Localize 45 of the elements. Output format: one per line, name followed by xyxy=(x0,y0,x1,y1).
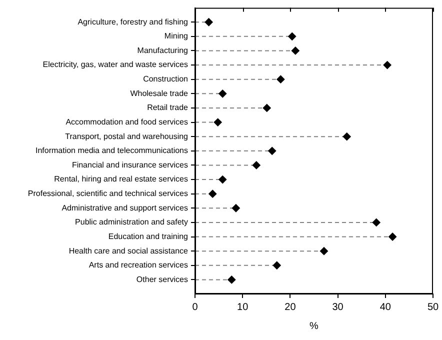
point xyxy=(372,218,380,226)
y-tick-label: Construction xyxy=(143,74,188,84)
point xyxy=(232,204,240,212)
point xyxy=(288,32,296,40)
point xyxy=(388,232,397,241)
y-tick-label: Agriculture, forestry and fishing xyxy=(78,17,188,26)
point xyxy=(383,61,392,70)
y-tick-label: Administrative and support services xyxy=(62,203,188,212)
point xyxy=(262,104,271,112)
point xyxy=(204,18,213,26)
y-tick-label: Electricity, gas, water and waste services xyxy=(42,60,188,70)
y-tick-label: Education and training xyxy=(108,232,188,241)
x-tick-label: 20 xyxy=(284,302,296,313)
y-tick-label: Public administration and safety xyxy=(75,218,188,227)
x-axis-title: % xyxy=(310,320,319,332)
x-tick-label: 40 xyxy=(380,302,392,313)
y-tick-label: Transport, postal and warehousing xyxy=(65,132,188,141)
x-tick-label: 50 xyxy=(427,302,439,313)
point xyxy=(291,46,300,55)
y-tick-label: Rental, hiring and real estate services xyxy=(54,174,188,184)
point xyxy=(268,146,276,155)
y-tick-label: Manufacturing xyxy=(137,46,188,55)
point xyxy=(228,276,236,284)
y-tick-label: Financial and insurance services xyxy=(72,160,188,170)
point xyxy=(218,176,227,184)
y-tick-label: Other services xyxy=(136,274,188,284)
y-tick-label: Wholesale trade xyxy=(130,88,189,98)
point xyxy=(276,75,285,84)
point xyxy=(320,247,328,256)
y-tick-label: Accommodation and food services xyxy=(66,117,188,126)
x-tick-label: 0 xyxy=(192,302,198,313)
y-tick-label: Retail trade xyxy=(147,103,189,112)
x-tick-label: 30 xyxy=(332,302,344,313)
point xyxy=(214,118,222,126)
point xyxy=(272,261,281,270)
y-tick-label: Professional, scientific and technical services xyxy=(28,189,188,198)
point xyxy=(218,90,227,98)
point xyxy=(342,132,351,141)
y-tick-label: Mining xyxy=(164,32,188,41)
y-tick-label: Arts and recreation services xyxy=(88,260,188,270)
y-tick-label: Health care and social assistance xyxy=(68,246,189,256)
x-tick-label: 10 xyxy=(237,302,249,313)
point xyxy=(252,161,260,170)
point xyxy=(208,190,217,198)
y-tick-label: Information media and telecommunications xyxy=(35,146,188,156)
